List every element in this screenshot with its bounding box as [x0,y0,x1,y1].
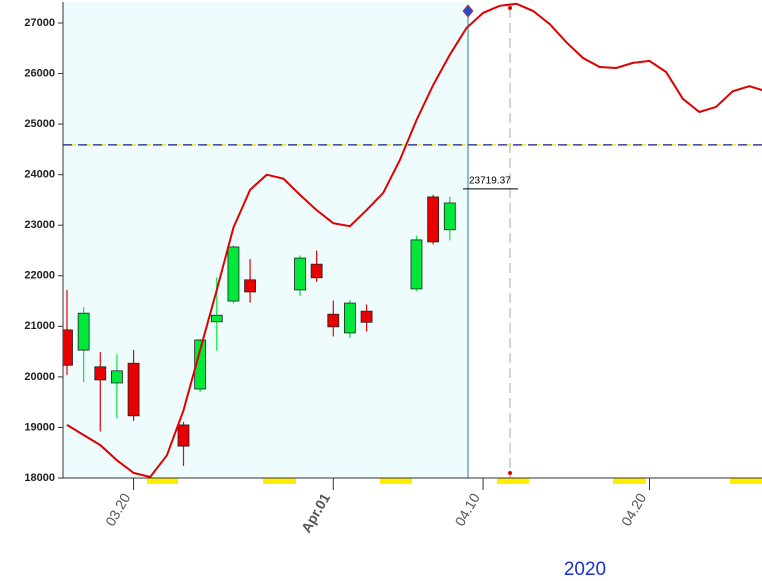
candle-body [177,424,190,447]
x-tick-label: Apr.01 [298,490,333,535]
forecast-dot [508,471,512,475]
history-region [63,2,468,478]
y-tick-label: 18000 [24,472,55,484]
y-tick-label: 26000 [24,67,55,79]
candle-body [127,362,140,417]
candle-body [344,302,356,334]
y-tick-label: 19000 [24,421,55,433]
x-tick-label: 03.20 [102,490,133,529]
annotation-label: 23719.37 [469,175,511,186]
candle-body [327,313,340,328]
candle-body [360,310,373,323]
forecast-line [66,2,762,478]
candle-body [94,366,107,381]
y-tick-label: 22000 [24,270,55,282]
candle-body [443,202,456,231]
y-tick-label: 27000 [24,17,55,29]
y-tick-label: 21000 [24,320,55,332]
candle-body [427,196,440,243]
candle-body [294,257,306,291]
y-tick-label: 20000 [24,371,55,383]
y-tick-label: 23000 [24,219,55,231]
candle-body [210,314,223,323]
forecast-dot [508,6,512,10]
y-tick-label: 25000 [24,118,55,130]
year-label: 2020 [564,559,606,580]
x-tick-label: 04.20 [618,490,649,529]
weekend-markers [147,478,762,484]
x-tick-label: 04.10 [451,490,482,529]
cursor-diamond [462,4,474,18]
candle-body [227,246,240,302]
candle-body [410,239,423,290]
candle-body [310,263,323,279]
candle-body [194,339,207,390]
plot [63,2,762,478]
candle-body [63,329,73,366]
y-tick-label: 24000 [24,169,55,181]
candle-body [244,279,256,293]
candle-body [77,312,90,351]
candle-body [111,370,123,384]
